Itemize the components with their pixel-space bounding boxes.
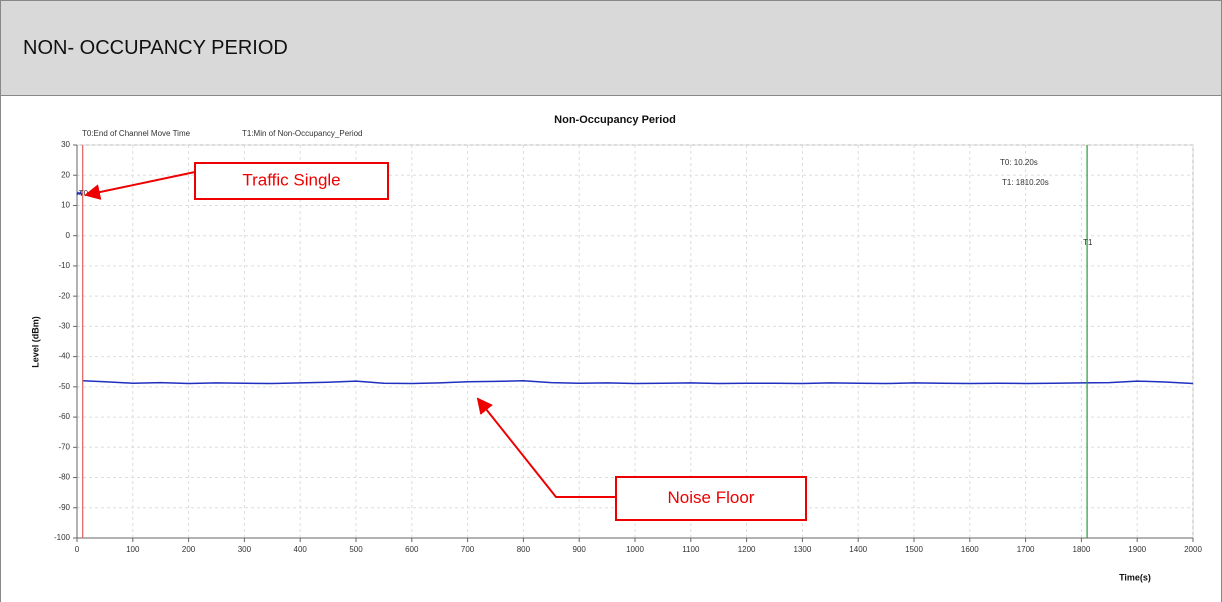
y-tick-label: -40 [58,352,70,361]
y-tick-label: -90 [58,503,70,512]
y-tick-label: 10 [61,201,70,210]
plot-area [76,144,1194,539]
annotation-text: Noise Floor [668,488,755,507]
x-tick-label: 700 [461,545,475,554]
y-tick-label: -20 [58,291,70,300]
x-tick-label: 1800 [1073,545,1091,554]
y-tick-label: -70 [58,442,70,451]
annotation-arrow [84,171,196,200]
x-tick-label: 2000 [1184,545,1202,554]
y-tick-label: -100 [54,533,71,542]
annotation-arrow [476,397,616,498]
x-tick-label: 400 [294,545,308,554]
marker-legend: T0:End of Channel Move Time [82,129,191,138]
x-tick-label: 100 [126,545,140,554]
marker-legend: T1:Min of Non-Occupancy_Period [242,129,363,138]
y-tick-label: -60 [58,412,70,421]
y-tick-label: -10 [58,261,70,270]
y-tick-label: -30 [58,321,70,330]
marker-tag: T0 [79,189,89,198]
x-tick-label: 1200 [738,545,756,554]
x-tick-label: 1400 [849,545,867,554]
x-tick-label: 1700 [1017,545,1035,554]
y-axis-label: Level (dBm) [30,316,40,368]
x-tick-label: 1100 [682,545,700,554]
annotation-box [615,476,807,521]
x-tick-label: 1900 [1128,545,1146,554]
series-line [76,191,84,196]
y-tick-label: 20 [61,170,70,179]
x-tick-label: 600 [405,545,419,554]
y-tick-label: -80 [58,473,70,482]
x-tick-label: 1500 [905,545,923,554]
x-tick-label: 1600 [961,545,979,554]
header-title: NON- OCCUPANCY PERIOD [23,37,288,59]
y-tick-label: 0 [66,231,71,240]
marker-readout: T0: 10.20s [1000,158,1038,167]
chart-title: Non-Occupancy Period [554,114,676,126]
annotation-box [194,162,389,200]
marker-readout: T1: 1810.20s [1002,178,1049,187]
x-tick-label: 800 [517,545,531,554]
marker-tag: T1 [1083,238,1093,247]
x-tick-label: 1300 [794,545,812,554]
x-tick-label: 1000 [626,545,644,554]
x-tick-label: 500 [349,545,363,554]
y-tick-label: -50 [58,382,70,391]
x-tick-label: 200 [182,545,196,554]
y-tick-label: 30 [61,140,70,149]
x-axis-label: Time(s) [1119,572,1151,582]
x-tick-label: 900 [573,545,587,554]
x-tick-label: 0 [75,545,80,554]
header: NON- OCCUPANCY PERIOD [0,0,1222,96]
x-tick-label: 300 [238,545,252,554]
annotation-text: Traffic Single [242,170,340,189]
series-line [82,380,1194,385]
